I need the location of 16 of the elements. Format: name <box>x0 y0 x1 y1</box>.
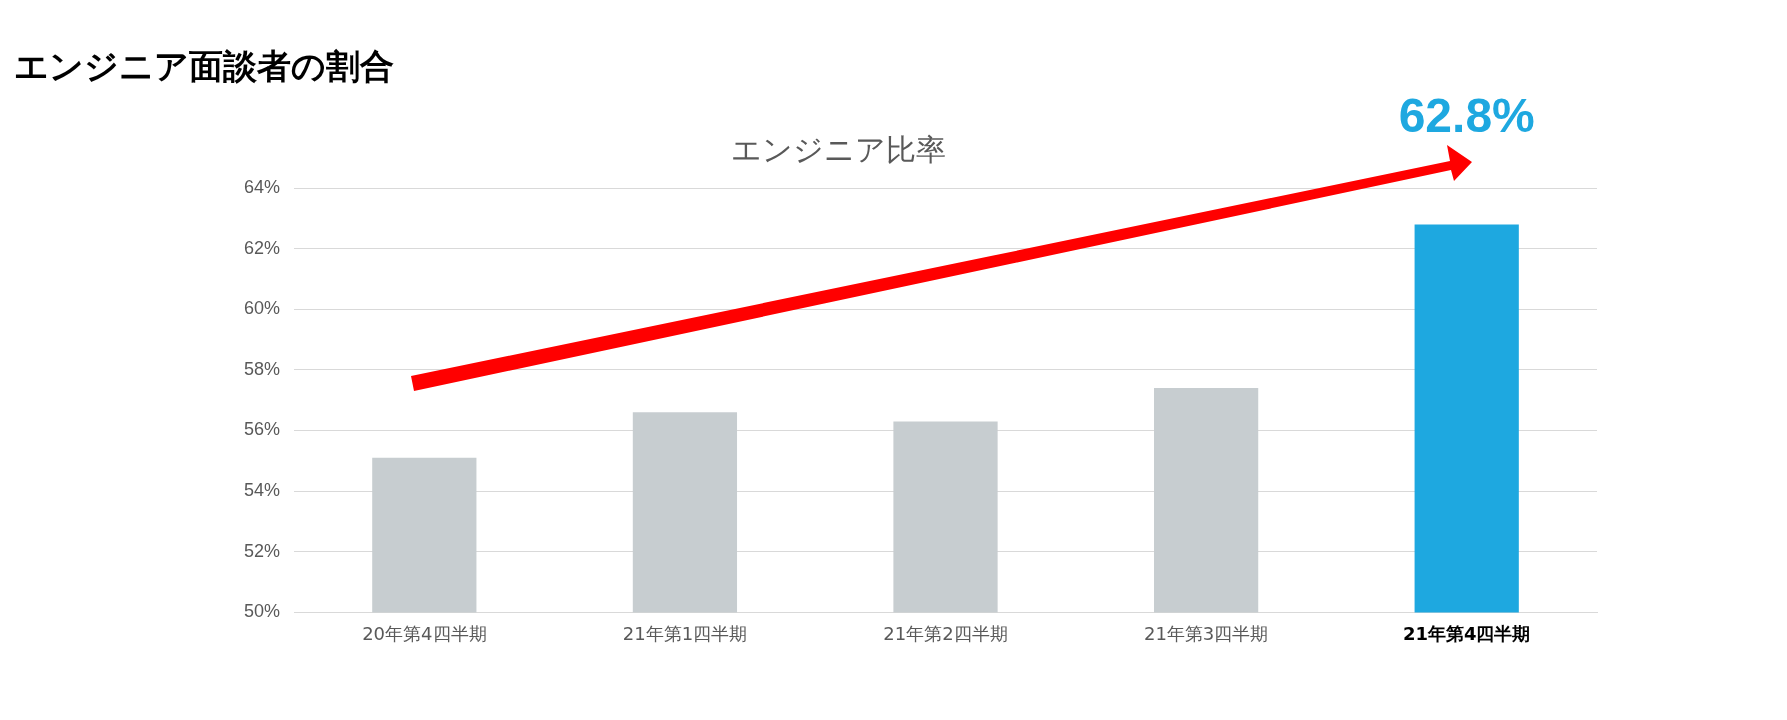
x-tick-label: 21年第3四半期 <box>1143 622 1269 644</box>
y-tick-label: 54% <box>244 480 281 501</box>
y-tick-label: 52% <box>244 540 281 561</box>
data-label: 62.8% <box>1398 89 1535 143</box>
x-tick-label: 20年第4四半期 <box>362 622 487 644</box>
y-tick-label: 64% <box>244 176 281 197</box>
x-tick-label: 21年第1四半期 <box>622 622 748 644</box>
chart-title: エンジニア面談者の割合 <box>14 45 394 88</box>
x-tick-label: 21年第4四半期 <box>1402 622 1531 644</box>
y-tick-label: 60% <box>244 298 281 319</box>
chart-subtitle: エンジニア比率 <box>731 132 946 167</box>
y-tick-label: 58% <box>244 358 281 379</box>
x-tick-label: 21年第2四半期 <box>883 622 1008 644</box>
y-tick-label: 50% <box>244 601 281 622</box>
y-tick-label: 62% <box>244 237 281 258</box>
y-tick-label: 56% <box>244 419 281 440</box>
